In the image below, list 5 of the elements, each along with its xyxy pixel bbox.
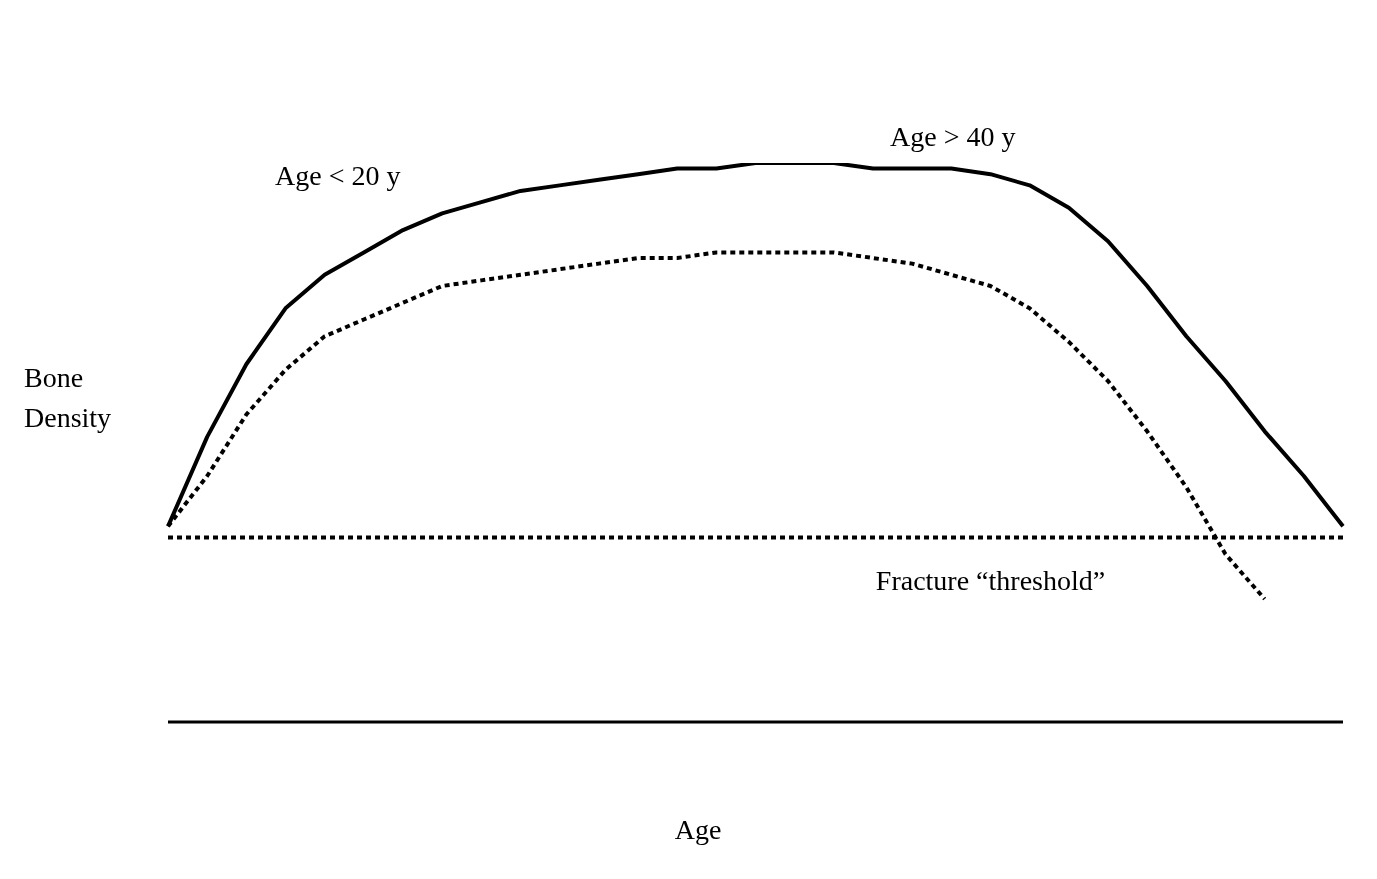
annotation: Age < 20 y — [275, 160, 401, 192]
x-axis-title: Age — [673, 814, 723, 846]
ref-line-label: Fracture “threshold” — [875, 564, 1106, 596]
text: Age > 40 y — [890, 121, 1016, 153]
y-axis-title: Bone Density — [24, 361, 113, 435]
